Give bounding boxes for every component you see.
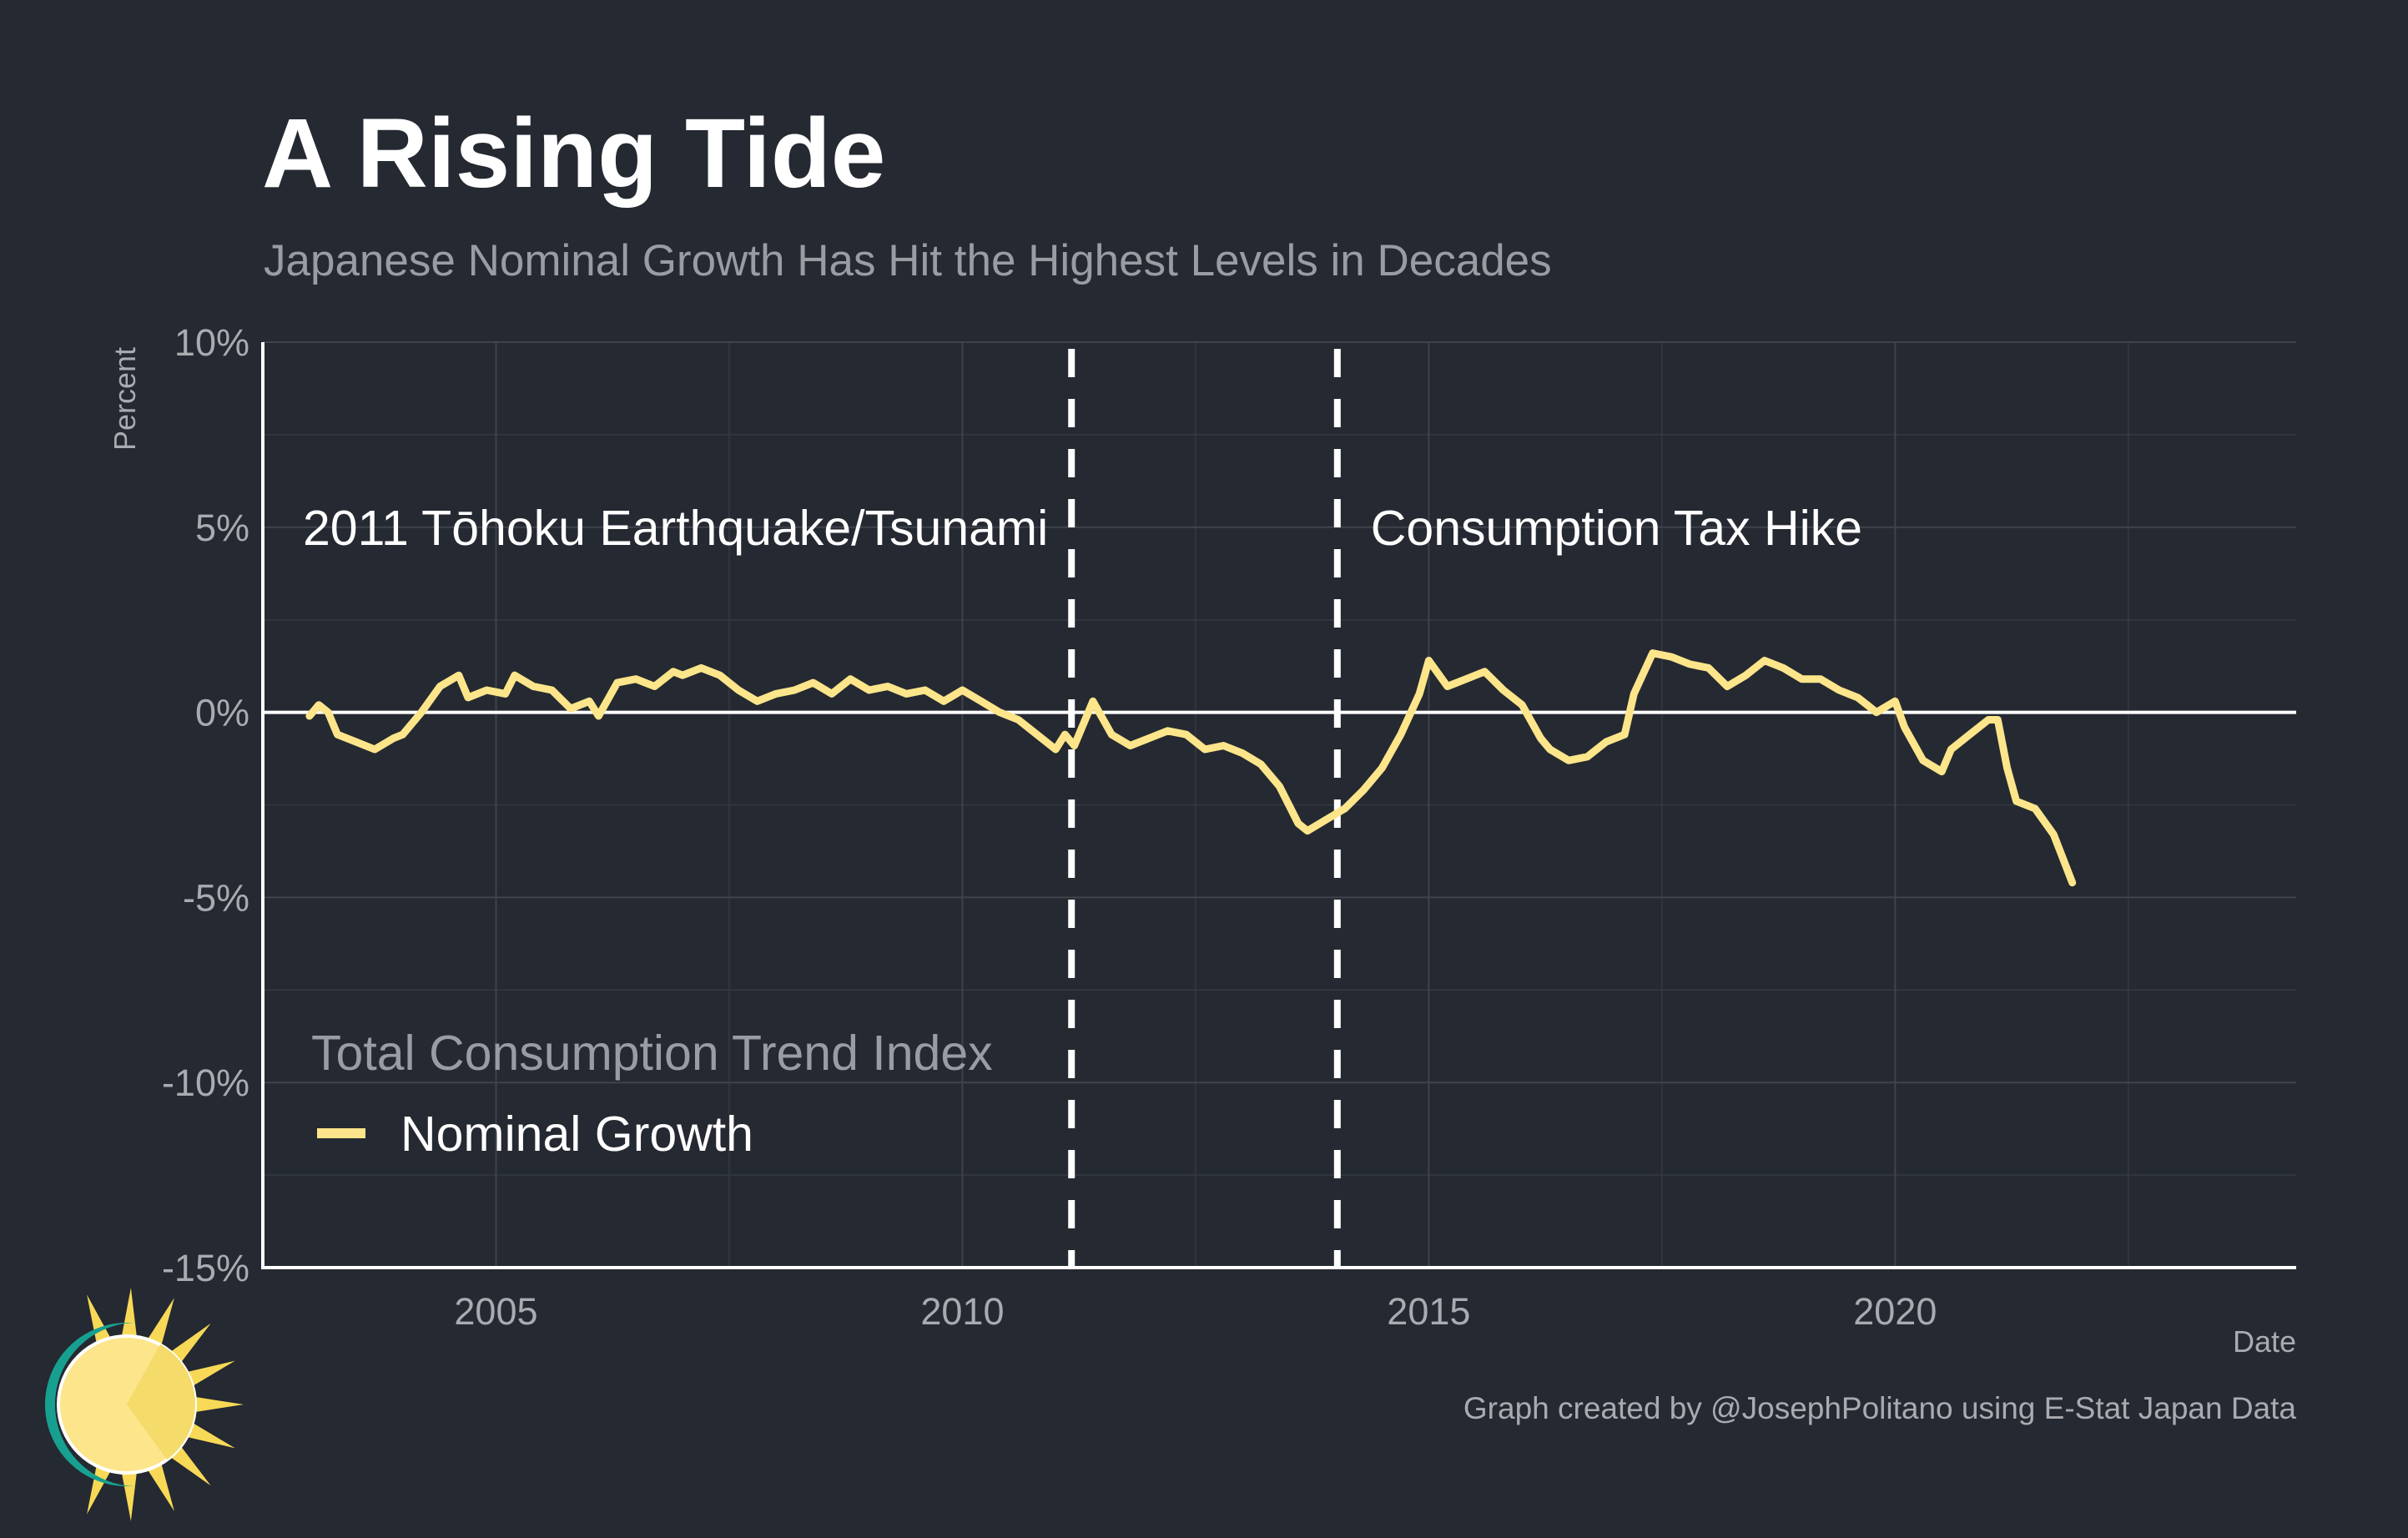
legend-label: Nominal Growth <box>400 1107 753 1162</box>
legend-title: Total Consumption Trend Index <box>311 1026 993 1081</box>
y-tick-label: -10% <box>162 1061 249 1104</box>
y-tick-label: 10% <box>174 321 249 364</box>
chart-subtitle: Japanese Nominal Growth Has Hit the High… <box>264 236 1552 285</box>
chart-title: A Rising Tide <box>262 98 885 209</box>
sun-highlight <box>127 1344 195 1460</box>
x-axis-title: Date <box>2233 1324 2296 1359</box>
x-tick-label: 2020 <box>1853 1290 1937 1333</box>
y-tick-label: -15% <box>162 1247 249 1289</box>
annotations: 2011 Tōhoku Earthquake/Tsunami Consumptio… <box>303 349 1862 1268</box>
x-tick-label: 2015 <box>1387 1290 1470 1333</box>
x-tick-label: 2010 <box>920 1290 1004 1333</box>
event-label: 2011 Tōhoku Earthquake/Tsunami <box>303 501 1048 556</box>
series-line-nominal-growth <box>305 649 2077 887</box>
legend: Total Consumption Trend Index Nominal Gr… <box>311 1026 993 1162</box>
x-tick-label: 2005 <box>454 1290 537 1333</box>
y-tick-label: -5% <box>183 876 249 919</box>
sun-logo-icon <box>45 1288 244 1521</box>
y-axis-title: Percent <box>108 347 142 451</box>
chart-caption: Graph created by @JosephPolitano using E… <box>1463 1391 2297 1425</box>
y-tick-label: 0% <box>195 692 249 734</box>
event-label: Consumption Tax Hike <box>1371 501 1862 556</box>
series-lines <box>305 649 2077 887</box>
axes: 10% 5% 0% -5% -10% -15% 2005 2010 2015 2020 <box>162 321 2296 1333</box>
y-tick-label: 5% <box>195 507 249 549</box>
